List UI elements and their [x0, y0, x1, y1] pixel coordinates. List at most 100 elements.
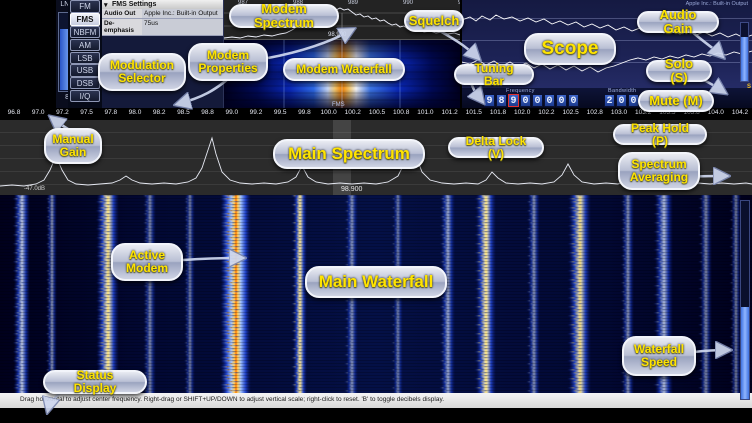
modulation-button-usb[interactable]: USB: [70, 64, 100, 77]
modulation-button-am[interactable]: AM: [70, 38, 100, 52]
frequency-tick: 96.8: [7, 109, 21, 116]
waterfall-jitter: [528, 348, 536, 350]
waterfall-jitter: [394, 366, 400, 368]
modulation-selector[interactable]: FM FMS NBFM AM LSB USB DSB I/Q: [68, 0, 102, 108]
waterfall-jitter: [394, 375, 400, 377]
waterfall-jitter: [729, 246, 735, 248]
digit-cell[interactable]: 0: [520, 94, 531, 107]
digit-cell[interactable]: 0: [544, 94, 555, 107]
waterfall-jitter: [731, 261, 737, 263]
settings-value[interactable]: Apple Inc.: Built-in Output: [142, 9, 223, 18]
waterfall-jitter: [620, 372, 627, 374]
waterfall-jitter: [393, 228, 399, 230]
modulation-button-fm[interactable]: FM: [70, 0, 100, 13]
waterfall-jitter: [476, 291, 488, 293]
waterfall-jitter: [219, 384, 237, 386]
waterfall-jitter: [16, 264, 25, 266]
digit-cell[interactable]: 8: [496, 94, 507, 107]
waterfall-jitter: [184, 309, 190, 311]
waterfall-jitter: [393, 246, 399, 248]
waterfall-jitter: [143, 309, 150, 311]
waterfall-jitter: [655, 243, 666, 245]
waterfall-jitter: [652, 285, 663, 287]
waterfall-jitter: [525, 390, 533, 392]
digit-cell[interactable]: 0: [532, 94, 543, 107]
waterfall-jitter: [529, 387, 537, 389]
waterfall-jitter: [441, 354, 449, 356]
waterfall-scanline: [0, 213, 752, 214]
modulation-button-nbfm[interactable]: NBFM: [70, 25, 100, 39]
solo-badge[interactable]: S: [746, 84, 751, 90]
waterfall-jitter: [730, 306, 737, 308]
waterfall-jitter: [731, 207, 737, 209]
digit-cell[interactable]: 9: [508, 94, 519, 107]
waterfall-jitter: [566, 333, 580, 335]
waterfall-jitter: [528, 312, 535, 314]
waterfall-jitter: [569, 354, 582, 356]
settings-row[interactable]: De-emphasis 75us: [102, 19, 223, 36]
waterfall-jitter: [394, 231, 401, 233]
waterfall-jitter: [45, 234, 51, 236]
waterfall-jitter: [697, 198, 705, 200]
waterfall-jitter: [655, 315, 666, 317]
waterfall-jitter: [729, 390, 735, 392]
waterfall-jitter: [440, 291, 449, 293]
frequency-axis[interactable]: 96.8 97.0 97.2 97.5 97.8 98.0 98.2 98.5 98.8 99.0…: [0, 108, 752, 120]
waterfall-jitter: [99, 276, 112, 278]
waterfall-jitter: [624, 315, 631, 317]
waterfall-jitter: [730, 324, 737, 326]
waterfall-jitter: [729, 273, 735, 275]
digit-cell[interactable]: 2: [604, 94, 615, 107]
waterfall-jitter: [529, 234, 537, 236]
waterfall-jitter: [623, 333, 631, 335]
waterfall-jitter: [568, 255, 582, 257]
waterfall-jitter: [183, 228, 190, 230]
settings-value[interactable]: 75us: [142, 19, 223, 35]
waterfall-jitter: [701, 354, 708, 356]
waterfall-jitter: [442, 267, 451, 269]
modulation-button-dsb[interactable]: DSB: [70, 77, 100, 90]
waterfall-jitter: [46, 336, 53, 338]
waterfall-jitter: [142, 318, 150, 320]
waterfall-speed-slider[interactable]: [740, 200, 750, 400]
waterfall-jitter: [223, 246, 240, 248]
digit-cell[interactable]: 0: [556, 94, 567, 107]
waterfall-jitter: [394, 348, 400, 350]
waterfall-jitter: [443, 222, 451, 224]
waterfall-jitter: [294, 216, 302, 218]
waterfall-jitter: [571, 204, 584, 206]
modulation-button-fms[interactable]: FMS: [70, 13, 100, 26]
waterfall-jitter: [49, 258, 55, 260]
waterfall-jitter: [620, 381, 627, 383]
digit-cell[interactable]: 0: [568, 94, 579, 107]
waterfall-jitter: [223, 309, 240, 311]
waterfall-jitter: [347, 225, 355, 227]
waterfall-jitter: [290, 321, 299, 323]
waterfall-jitter: [570, 231, 584, 233]
audio-gain-slider[interactable]: [740, 22, 749, 82]
waterfall-jitter: [477, 330, 489, 332]
waterfall-jitter: [46, 327, 53, 329]
modulation-button-lsb[interactable]: LSB: [70, 51, 100, 64]
waterfall-jitter: [390, 360, 397, 362]
waterfall-scanline: [0, 198, 752, 199]
modulation-button-iq[interactable]: I/Q: [70, 89, 100, 103]
waterfall-jitter: [290, 267, 299, 269]
waterfall-jitter: [293, 363, 302, 365]
digit-cell[interactable]: 0: [616, 94, 627, 107]
waterfall-jitter: [142, 345, 150, 347]
waterfall-jitter: [655, 252, 666, 254]
waterfall-jitter: [219, 207, 237, 209]
waterfall-jitter: [476, 255, 488, 257]
settings-row[interactable]: Audio Out Apple Inc.: Built-in Output: [102, 9, 223, 19]
digit-cell[interactable]: 9: [484, 94, 495, 107]
waterfall-jitter: [529, 243, 537, 245]
frequency-tick: 101.8: [489, 109, 507, 116]
waterfall-scanline: [0, 252, 752, 253]
waterfall-jitter: [476, 201, 488, 203]
frequency-tick: 100.5: [368, 109, 386, 116]
waterfall-jitter: [568, 237, 581, 239]
waterfall-jitter: [620, 291, 627, 293]
waterfall-scanline: [0, 195, 752, 196]
